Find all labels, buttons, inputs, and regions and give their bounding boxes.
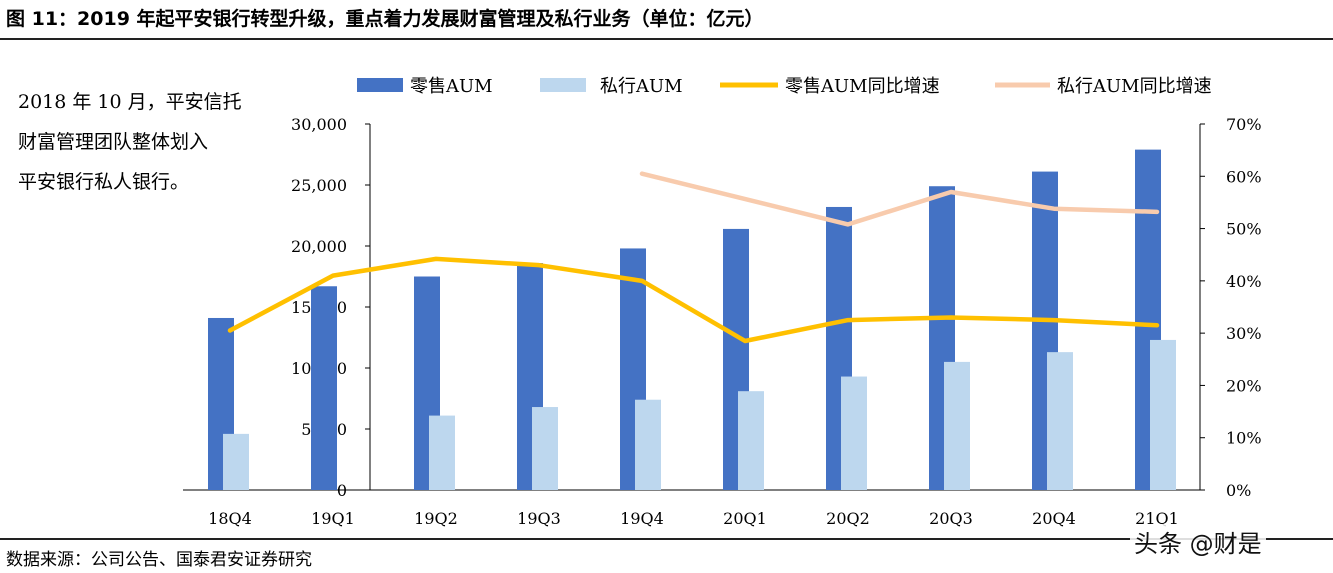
x-tick-label: 20Q2 [826, 509, 870, 528]
bar-private-aum [1047, 352, 1073, 490]
right-tick-label: 20% [1226, 376, 1262, 395]
legend-swatch-retail-aum [357, 78, 403, 92]
legend-label-retail-growth: 零售AUM同比增速 [785, 76, 940, 97]
watermark: 头条 @财是 [1130, 524, 1266, 559]
bar-private-aum [532, 407, 558, 490]
legend-label-private-growth: 私行AUM同比增速 [1057, 76, 1212, 97]
right-tick-label: 50% [1226, 220, 1262, 239]
figure-title: 图 11：2019 年起平安银行转型升级，重点着力发展财富管理及私行业务（单位：… [6, 8, 764, 30]
annotation-note: 2018 年 10 月，平安信托 财富管理团队整体划入 平安银行私人银行。 [18, 82, 268, 202]
bar-private-aum [738, 391, 764, 490]
x-tick-label: 20Q4 [1032, 509, 1076, 528]
chart-lines [227, 171, 1160, 344]
bar-private-aum [635, 399, 661, 490]
line-retail-growth [227, 256, 1160, 344]
chart-legend: 零售AUM 私行AUM 零售AUM同比增速 私行AUM同比增速 [357, 76, 1212, 97]
right-tick-label: 60% [1226, 167, 1262, 186]
note-line: 2018 年 10 月，平安信托 [18, 91, 242, 113]
x-tick-label: 19Q3 [517, 509, 561, 528]
line-private-growth [639, 171, 1160, 227]
left-tick-label: 25,000 [291, 176, 347, 195]
right-tick-label: 40% [1226, 272, 1262, 291]
bar-private-aum [429, 415, 455, 490]
bar-private-aum [841, 376, 867, 490]
note-line: 财富管理团队整体划入 [18, 131, 209, 153]
x-tick-label: 18Q4 [208, 509, 252, 528]
bottom-rule [0, 538, 1333, 540]
left-tick-label: 30,000 [291, 115, 347, 134]
right-tick-label: 10% [1226, 429, 1262, 448]
x-tick-label: 21Q1 [1135, 509, 1179, 528]
bar-private-aum [223, 433, 249, 490]
top-rule [0, 38, 1333, 40]
legend-label-retail-aum: 零售AUM [410, 76, 493, 97]
x-tick-label: 20Q3 [929, 509, 973, 528]
right-tick-label: 30% [1226, 324, 1262, 343]
legend-label-private-aum: 私行AUM [600, 76, 683, 97]
bar-retail-aum [311, 286, 337, 490]
right-tick-label: 70% [1226, 115, 1262, 134]
x-tick-label: 19Q2 [414, 509, 458, 528]
x-tick-label: 19Q1 [311, 509, 355, 528]
x-tick-label: 19Q4 [620, 509, 664, 528]
bar-private-aum [1150, 339, 1176, 490]
left-tick-label: 20,000 [291, 237, 347, 256]
x-tick-label: 20Q1 [723, 509, 767, 528]
note-line: 平安银行私人银行。 [18, 171, 190, 193]
chart-bars [208, 149, 1176, 491]
right-tick-label: 0% [1226, 481, 1251, 500]
legend-swatch-private-aum [540, 78, 586, 92]
source-note: 数据来源：公司公告、国泰君安证券研究 [6, 550, 312, 570]
bar-private-aum [944, 361, 970, 490]
